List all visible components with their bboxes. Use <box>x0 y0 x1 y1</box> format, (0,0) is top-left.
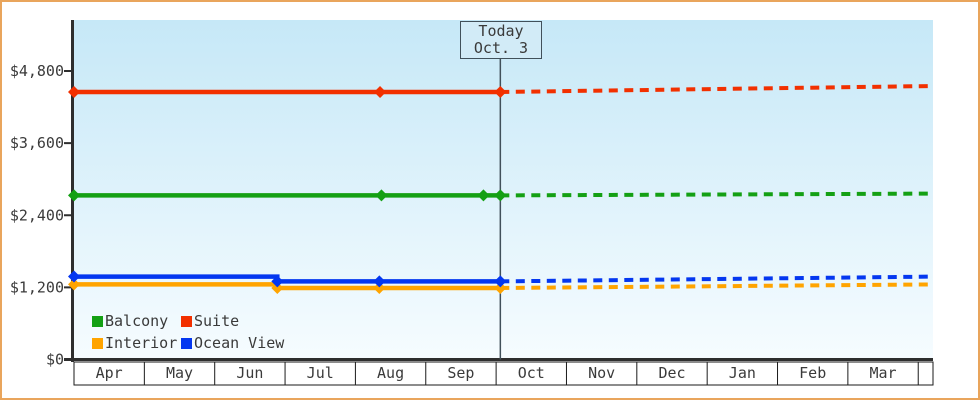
month-label-dec: Dec <box>658 364 685 382</box>
y-tick-label: $0 <box>46 351 64 369</box>
interior-swatch <box>92 337 103 349</box>
today-annotation: Today Oct. 3 <box>460 21 542 59</box>
y-tick-label: $1,200 <box>10 278 64 296</box>
interior-forecast-line <box>500 282 934 290</box>
y-tick-label: $3,600 <box>10 134 64 152</box>
suite-marker <box>68 86 80 99</box>
month-label-sep: Sep <box>447 364 474 382</box>
legend-label-balcony: Balcony <box>105 312 169 330</box>
legend-item-balcony: Balcony <box>92 310 181 332</box>
today-date: Oct. 3 <box>473 39 529 57</box>
balcony-marker <box>375 189 388 202</box>
interior-marker <box>271 281 284 294</box>
balcony-marker <box>68 189 80 202</box>
ocean_view-marker <box>271 275 284 288</box>
month-label-jul: Jul <box>307 364 334 382</box>
month-label-jun: Jun <box>236 364 263 382</box>
legend-item-interior: Interior <box>92 332 181 354</box>
month-label-jan: Jan <box>729 364 756 382</box>
month-label-aug: Aug <box>377 364 404 382</box>
month-label-nov: Nov <box>588 364 615 382</box>
month-label-mar: Mar <box>870 364 897 382</box>
balcony-marker <box>477 189 490 202</box>
interior-marker <box>373 281 386 294</box>
today-label: Today <box>478 22 524 40</box>
legend-item-ocean-view: Ocean View <box>181 332 284 354</box>
suite-forecast-line <box>500 84 934 94</box>
month-label-feb: Feb <box>799 364 826 382</box>
month-label-may: May <box>166 364 193 382</box>
y-tick-label: $4,800 <box>10 62 64 80</box>
legend-label-interior: Interior <box>105 334 178 352</box>
ocean_view-marker <box>494 275 507 288</box>
ocean_view-marker <box>68 270 80 283</box>
legend-item-suite: Suite <box>181 310 284 332</box>
ocean_view-forecast-line <box>500 274 934 284</box>
balcony-swatch <box>92 315 103 327</box>
interior-marker <box>68 278 80 291</box>
month-axis-band <box>73 361 934 386</box>
x-axis-line <box>64 358 933 361</box>
y-tick-label: $2,400 <box>10 206 64 224</box>
interior-marker <box>494 281 507 294</box>
suite-marker <box>494 86 507 99</box>
month-label-oct: Oct <box>518 364 545 382</box>
balcony-marker <box>494 189 507 202</box>
suite-swatch <box>181 315 192 327</box>
balcony-forecast-line <box>500 191 934 198</box>
legend: Balcony Suite Interior Ocean View <box>92 310 284 354</box>
ocean_view-marker <box>373 275 386 288</box>
legend-label-suite: Suite <box>194 312 240 330</box>
suite-marker <box>374 86 387 99</box>
ocean-view-swatch <box>181 337 192 349</box>
plot-background <box>74 20 933 359</box>
legend-label-ocean-view: Ocean View <box>194 334 285 352</box>
month-label-apr: Apr <box>96 364 123 382</box>
